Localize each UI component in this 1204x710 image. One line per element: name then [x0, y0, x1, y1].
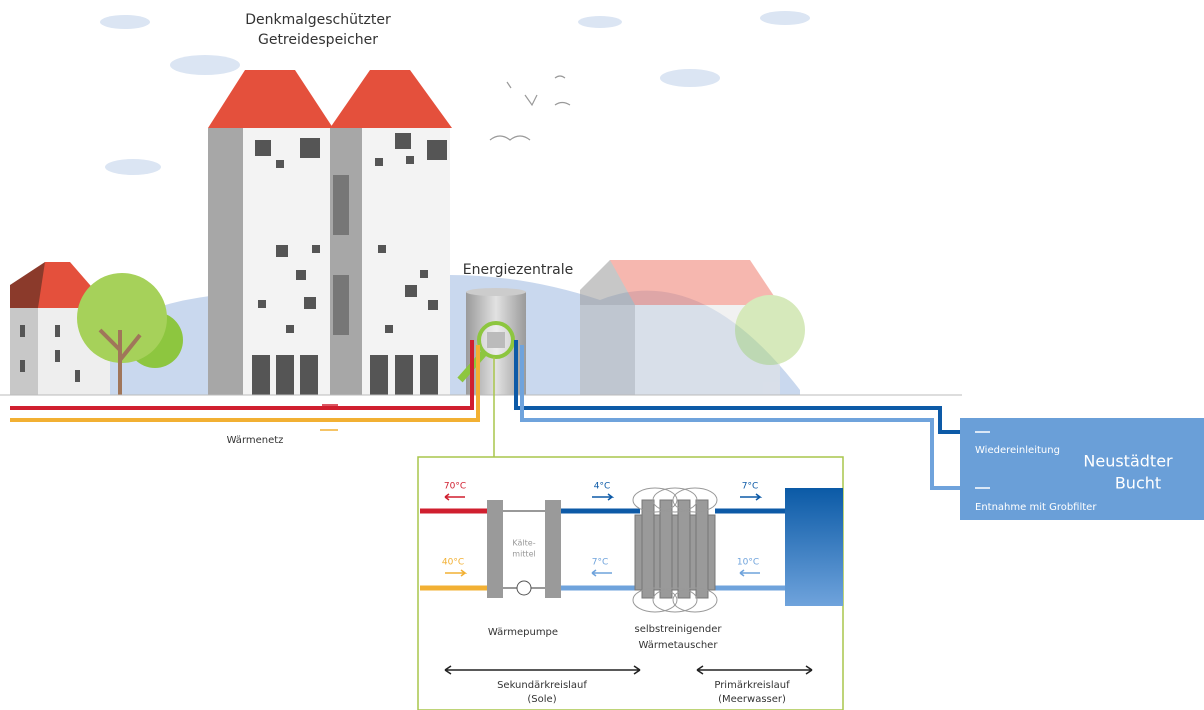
bay-label: Bucht [1115, 474, 1161, 493]
temp: 10°C [737, 558, 759, 568]
secondary-label: Sekundärkreislauf [497, 680, 587, 691]
scene-labels: Denkmalgeschützter Getreidespeicher Ener… [227, 12, 1173, 513]
refrigerant-label: Kälte- [512, 539, 535, 548]
temp: 70°C [444, 482, 466, 492]
birds [489, 75, 571, 141]
tree [77, 273, 183, 395]
clouds [100, 11, 810, 175]
refrigerant-label: mittel [512, 550, 535, 559]
bay [960, 418, 1204, 520]
primary-label: Primärkreislauf [714, 680, 790, 691]
right-house [580, 260, 805, 395]
bay-arrows [975, 431, 990, 489]
bay-label: Neustädter [1083, 452, 1173, 471]
building-label: Denkmalgeschützter [245, 12, 391, 28]
temp: 40°C [442, 558, 464, 568]
exchanger-label: selbstreinigender [634, 624, 722, 635]
network-label: Wärmenetz [227, 435, 284, 446]
exchanger-label: Wärmetauscher [639, 640, 719, 651]
heat-pump-label: Wärmepumpe [488, 627, 558, 638]
detail-panel: 70°C 40°C 4°C 7°C 7°C 10°C Kälte- mittel… [417, 456, 844, 710]
secondary-label: (Sole) [527, 694, 556, 705]
plant-label: Energiezentrale [463, 262, 573, 278]
granary [208, 70, 452, 395]
building-label: Getreidespeicher [258, 32, 378, 48]
temp: 7°C [742, 482, 759, 492]
temp: 4°C [594, 482, 611, 492]
temp: 7°C [592, 558, 609, 568]
primary-label: (Meerwasser) [718, 694, 786, 705]
return-label: Wiedereinleitung [975, 445, 1060, 456]
intake-label: Entnahme mit Grobfilter [975, 502, 1097, 513]
